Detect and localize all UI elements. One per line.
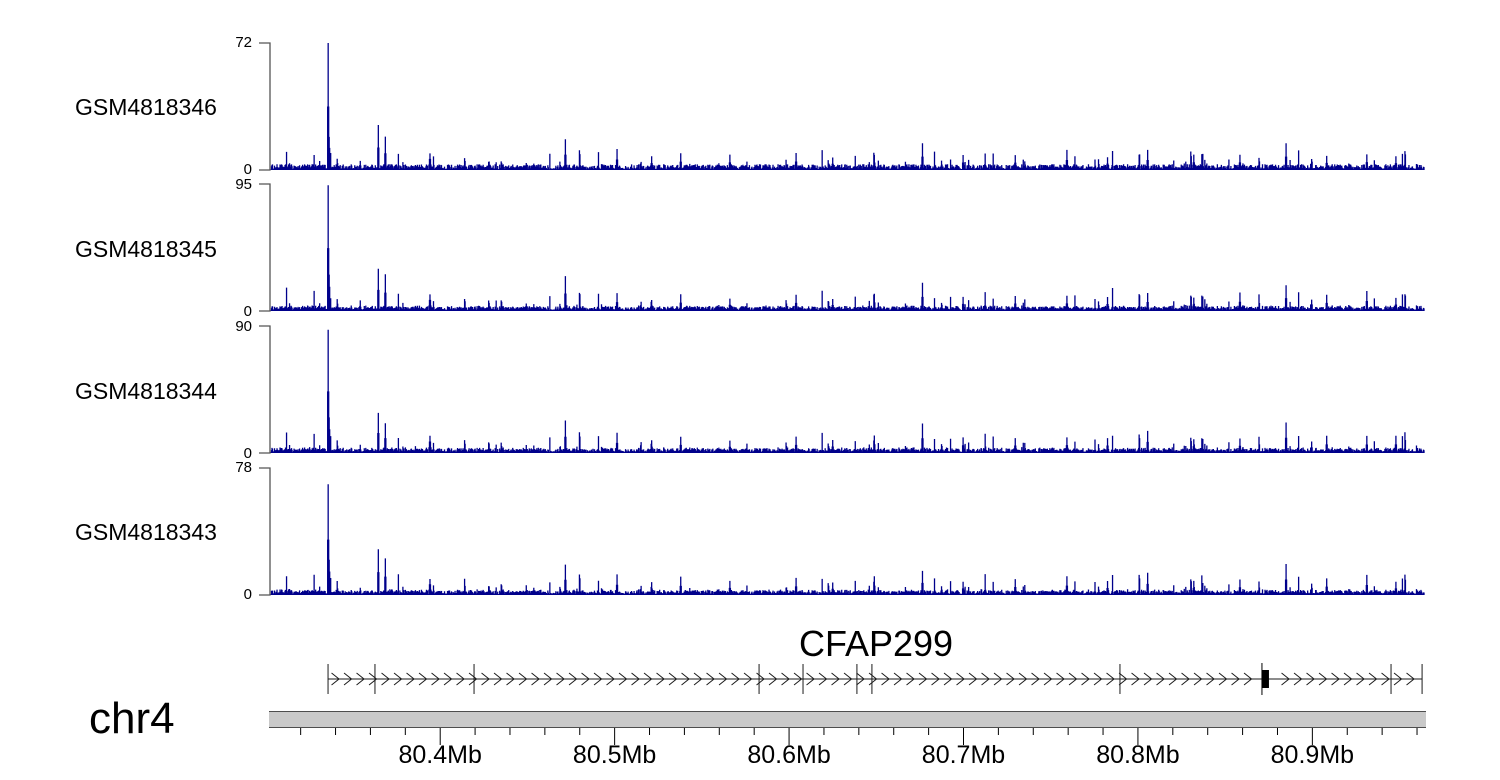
svg-text:80.6Mb: 80.6Mb — [747, 741, 830, 769]
svg-text:80.5Mb: 80.5Mb — [573, 741, 656, 769]
svg-text:80.4Mb: 80.4Mb — [399, 741, 482, 769]
svg-text:80.9Mb: 80.9Mb — [1271, 741, 1354, 769]
svg-text:80.8Mb: 80.8Mb — [1096, 741, 1179, 769]
svg-text:80.7Mb: 80.7Mb — [922, 741, 1005, 769]
